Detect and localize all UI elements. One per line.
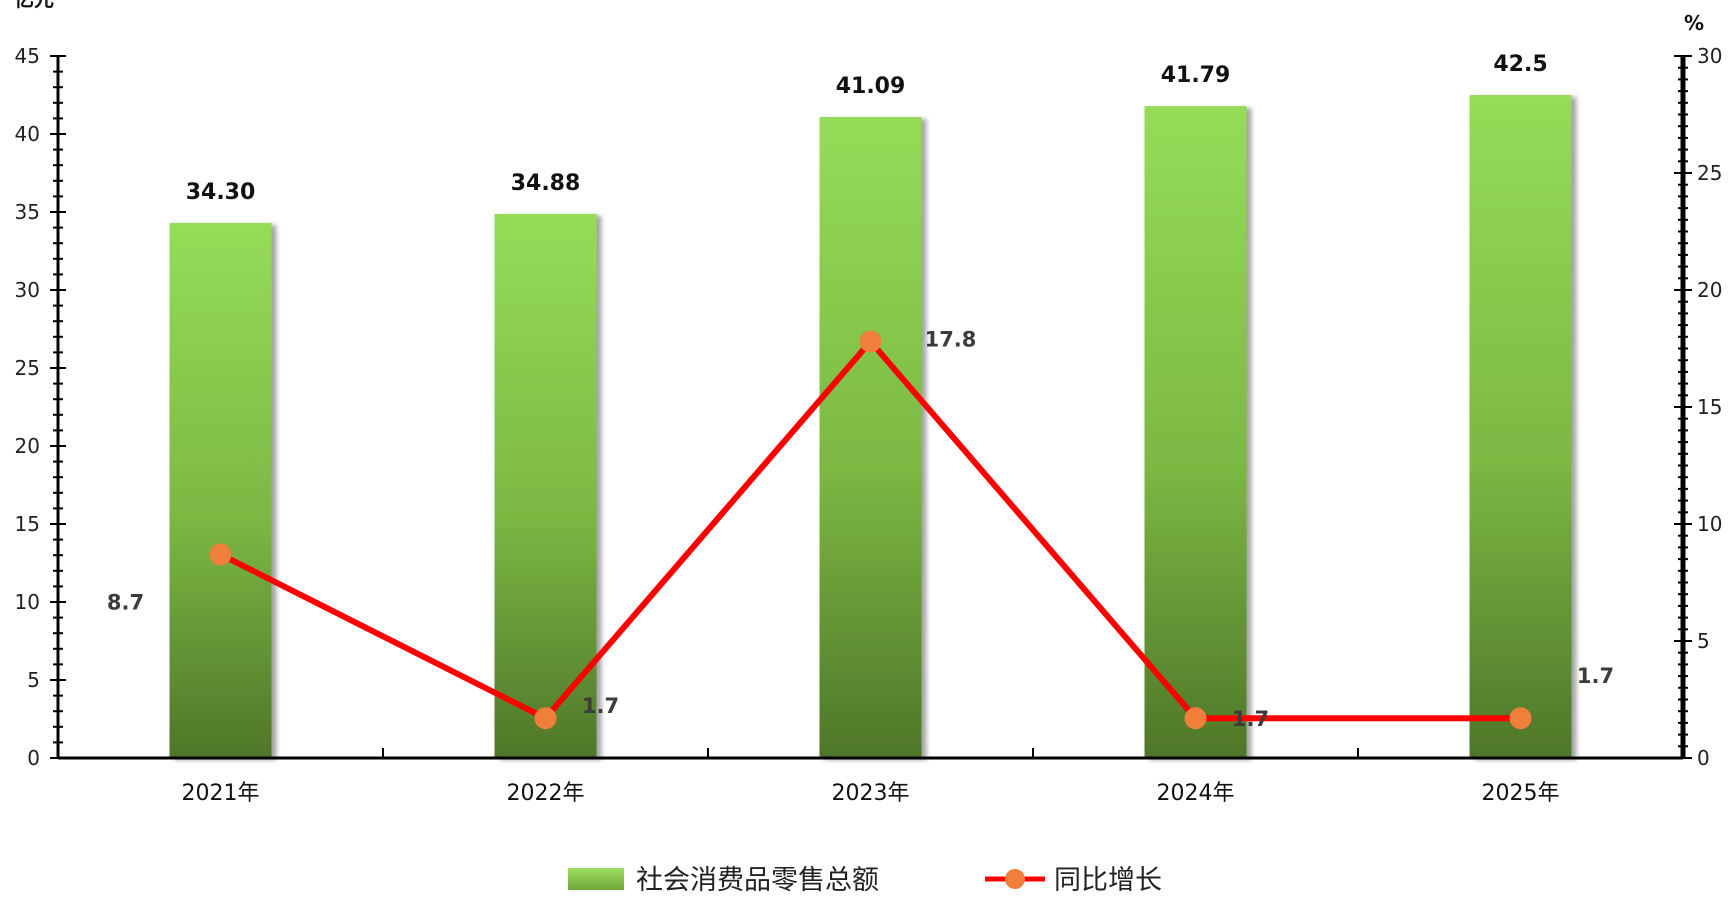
left-tick-label: 45: [15, 44, 40, 68]
growth-value-label: 1.7: [1577, 664, 1614, 688]
left-axis-unit: 亿元: [14, 0, 54, 11]
legend-line-marker: [1005, 869, 1025, 889]
bar-4: [1469, 95, 1572, 758]
right-tick-label: 15: [1697, 395, 1722, 419]
legend: 社会消费品零售总额 同比增长: [568, 865, 1162, 896]
growth-point-4: [1509, 707, 1532, 730]
growth-value-label: 8.7: [107, 590, 144, 614]
left-tick-label: 0: [27, 746, 40, 770]
right-tick-label: 10: [1697, 512, 1722, 536]
right-tick-label: 0: [1697, 746, 1710, 770]
x-tick-label: 2024年: [1157, 781, 1235, 806]
bar-1: [494, 213, 597, 758]
x-tick-label: 2022年: [507, 781, 585, 806]
bar-value-label: 41.79: [1161, 63, 1231, 88]
left-tick-label: 30: [15, 278, 40, 302]
left-tick-label: 15: [15, 512, 40, 536]
right-tick-label: 20: [1697, 278, 1722, 302]
legend-bar-swatch: [568, 868, 624, 890]
growth-point-1: [534, 707, 557, 730]
x-tick-label: 2023年: [832, 781, 910, 806]
legend-bar-label: 社会消费品零售总额: [636, 865, 879, 896]
bars-layer: [169, 95, 1572, 759]
growth-point-0: [209, 543, 232, 566]
right-axis-unit: %: [1684, 11, 1704, 35]
bar-value-label: 41.09: [836, 74, 906, 99]
bar-0: [169, 222, 272, 759]
right-tick-label: 30: [1697, 44, 1722, 68]
left-tick-label: 20: [15, 434, 40, 458]
bar-value-label: 34.30: [186, 180, 256, 205]
bar-value-label: 42.5: [1493, 52, 1547, 77]
left-tick-label: 35: [15, 200, 40, 224]
growth-point-2: [859, 330, 882, 353]
growth-value-label: 17.8: [925, 327, 977, 351]
axes-layer: 0 5 10 15 20 25 30 35 40 45 0 5 10 15 20 25 30 2021年 2022年…: [15, 44, 1723, 806]
bar-value-label: 34.88: [511, 171, 581, 196]
left-tick-label: 40: [15, 122, 40, 146]
growth-value-label: 1.7: [582, 694, 619, 718]
left-tick-label: 5: [27, 668, 40, 692]
bar-2: [819, 116, 922, 759]
left-tick-label: 25: [15, 356, 40, 380]
right-tick-label: 25: [1697, 161, 1722, 185]
x-tick-label: 2025年: [1482, 781, 1560, 806]
line-layer: [209, 330, 1532, 730]
left-tick-label: 10: [15, 590, 40, 614]
labels-layer: 34.30 34.88 41.09 41.79 42.5 8.7 1.7 17.8 1.7 1.7: [107, 52, 1614, 731]
growth-value-label: 1.7: [1232, 707, 1269, 731]
legend-line-label: 同比增长: [1054, 865, 1162, 896]
growth-point-3: [1184, 707, 1207, 730]
x-tick-label: 2021年: [182, 781, 260, 806]
right-tick-label: 5: [1697, 629, 1710, 653]
bar-3: [1144, 106, 1247, 759]
